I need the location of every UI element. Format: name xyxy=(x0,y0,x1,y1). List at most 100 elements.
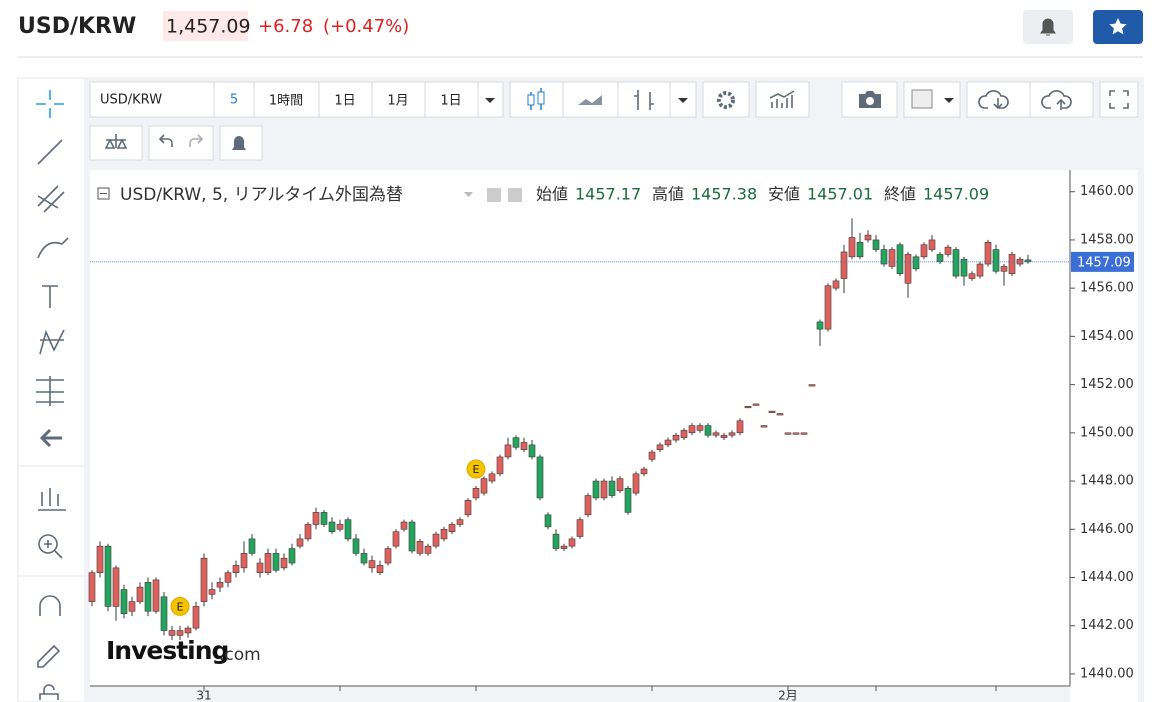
candle-body xyxy=(824,285,832,330)
candle-body xyxy=(864,234,872,241)
price: 1,457.09 xyxy=(166,16,251,38)
visibility-tool[interactable] xyxy=(39,684,59,700)
line-type-button[interactable] xyxy=(562,81,619,118)
candle-body xyxy=(936,254,944,262)
candle-body xyxy=(704,425,712,436)
range-label: 1日 xyxy=(334,94,355,109)
candle-body xyxy=(520,442,528,451)
gear-icon xyxy=(717,91,735,109)
candle-body xyxy=(240,553,248,569)
candle-body xyxy=(792,432,800,435)
candle-body xyxy=(112,567,120,607)
candle-body xyxy=(432,533,440,547)
candle-body xyxy=(1008,254,1016,274)
candle-body xyxy=(944,246,952,255)
text-tool[interactable] xyxy=(42,285,58,308)
candle-body xyxy=(288,548,296,564)
candle-body xyxy=(872,239,880,250)
line-tool[interactable] xyxy=(37,139,63,165)
watermark: Investing xyxy=(106,636,228,665)
fib-tool[interactable] xyxy=(37,185,65,213)
ohlc-value: 1457.09 xyxy=(923,185,989,204)
change-pct: (+0.47%) xyxy=(323,16,409,37)
candle-body xyxy=(224,572,232,583)
undo-redo[interactable] xyxy=(148,125,214,161)
color-swatch xyxy=(911,89,933,109)
interval-button[interactable] xyxy=(213,81,255,118)
brush-tool[interactable] xyxy=(37,237,69,259)
candle-body xyxy=(272,553,280,571)
candle-body xyxy=(768,410,776,413)
range-button[interactable] xyxy=(253,81,320,118)
back-tool[interactable] xyxy=(39,428,62,448)
candle-body xyxy=(192,606,200,629)
candle-body xyxy=(608,480,616,496)
candle-body xyxy=(208,589,216,595)
range-button[interactable] xyxy=(318,81,373,118)
magnet-tool[interactable] xyxy=(39,595,61,616)
zoom-tool[interactable] xyxy=(38,534,58,554)
indicators-button[interactable] xyxy=(755,81,810,118)
change: +6.78 xyxy=(258,16,313,37)
candle-body xyxy=(1000,266,1008,272)
candle-body xyxy=(616,478,624,491)
range-label: 1月 xyxy=(387,94,408,109)
legend-title: USD/KRW, 5, リアルタイム外国為替 xyxy=(120,185,403,205)
candle-body xyxy=(472,487,480,499)
candle-body xyxy=(528,444,536,458)
collapse-box[interactable] xyxy=(97,187,110,200)
download-icon xyxy=(978,90,1009,110)
y-tick-label: 1446.00 xyxy=(1080,522,1134,537)
bell-icon xyxy=(1040,18,1056,36)
symbol-input[interactable] xyxy=(89,81,215,118)
candle-body xyxy=(320,512,328,525)
candle-body xyxy=(448,524,456,532)
candles-button[interactable] xyxy=(509,81,564,118)
candle-body xyxy=(760,425,768,428)
ohlc-label: 始値 xyxy=(536,185,568,204)
ohlc-label: 終値 xyxy=(884,185,916,204)
bars-icon xyxy=(634,90,654,110)
pattern-tool[interactable] xyxy=(39,329,65,355)
candle-body xyxy=(960,258,968,277)
candle-body xyxy=(352,538,360,554)
symbol: USD/KRW xyxy=(18,14,136,39)
zoom-range-tool[interactable] xyxy=(38,488,66,511)
candle-body xyxy=(96,545,104,573)
candle-body xyxy=(360,553,368,564)
settings-icon[interactable] xyxy=(508,188,522,202)
candle-body xyxy=(152,579,160,612)
candle-body xyxy=(776,413,784,416)
bars-button[interactable] xyxy=(617,81,671,118)
candle-body xyxy=(552,533,560,549)
candle-body xyxy=(512,437,520,448)
settings-button[interactable] xyxy=(702,81,750,118)
indicators-icon xyxy=(769,90,795,108)
candle-body xyxy=(624,487,632,513)
y-tick-label: 1442.00 xyxy=(1080,618,1134,633)
candle-body xyxy=(248,538,256,554)
fullscreen-icon xyxy=(1109,90,1129,109)
y-tick-label: 1440.00 xyxy=(1080,666,1134,681)
candle-body xyxy=(968,273,976,279)
measure-tool[interactable] xyxy=(36,376,64,406)
ohlc-value: 1457.17 xyxy=(575,185,641,204)
undo-icon xyxy=(158,134,173,147)
lock-tool[interactable] xyxy=(37,644,61,668)
candle-body xyxy=(888,249,896,267)
candle-body xyxy=(176,630,184,636)
range-button[interactable] xyxy=(424,81,479,118)
candle-body xyxy=(840,251,848,279)
candle-body xyxy=(336,524,344,530)
crosshair-tool[interactable] xyxy=(36,90,64,118)
eye-icon[interactable] xyxy=(487,188,501,202)
candle-body xyxy=(848,237,856,258)
candle-body xyxy=(664,439,672,446)
candle-body xyxy=(880,249,888,265)
fullscreen-button[interactable] xyxy=(1099,81,1139,118)
candle-body xyxy=(344,519,352,540)
range-button[interactable] xyxy=(371,81,426,118)
candle-body xyxy=(264,553,272,573)
top-toolbar: USD/KRW 5 1時間 1日 1月 1日 xyxy=(89,81,1139,161)
